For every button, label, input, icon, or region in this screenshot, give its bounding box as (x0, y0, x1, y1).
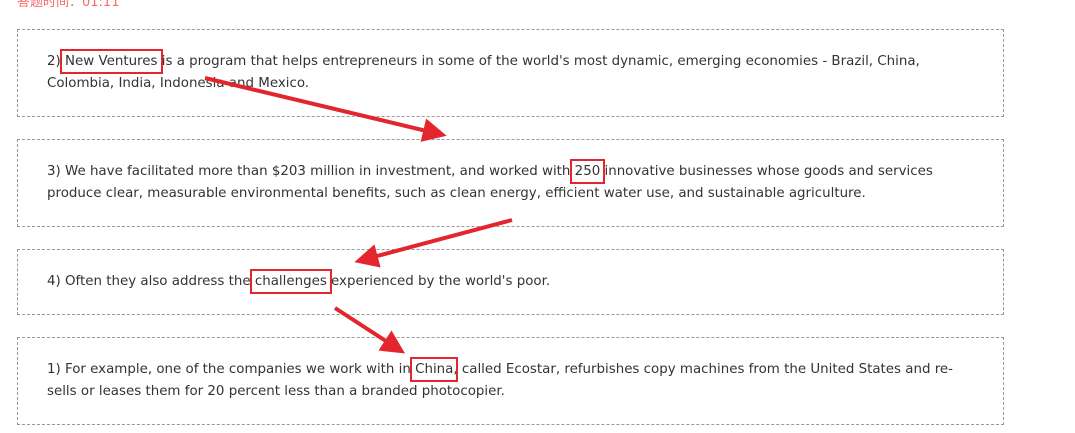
sentence: 3) We have facilitated more than $203 mi… (47, 159, 975, 205)
sentence-text: 1) For example, one of the companies we … (47, 362, 416, 377)
sentence-text: experienced by the world's poor. (326, 274, 551, 289)
sentence: 4) Often they also address the challenge… (47, 269, 551, 294)
sentence-card[interactable]: 3) We have facilitated more than $203 mi… (17, 139, 1004, 227)
sentence-card[interactable]: 1) For example, one of the companies we … (17, 337, 1004, 425)
sentence-text: 4) Often they also address the (47, 274, 255, 289)
sentence-text: 2) (47, 54, 66, 69)
timer: 答题时间：01:11 (17, 0, 120, 10)
highlighted-word: China (410, 357, 459, 382)
sentence-text: , called Ecostar, refurbishes copy machi… (47, 362, 953, 399)
sentence: 2) New Ventures is a program that helps … (47, 49, 975, 95)
sentence-text: innovative businesses whose goods and se… (47, 164, 933, 201)
sentence-text: is a program that helps entrepreneurs in… (47, 54, 920, 91)
sentence-card[interactable]: 4) Often they also address the challenge… (17, 249, 1004, 315)
highlighted-word: 250 (569, 159, 606, 184)
sentence: 1) For example, one of the companies we … (47, 357, 975, 403)
sentence-card[interactable]: 2) New Ventures is a program that helps … (17, 29, 1004, 117)
highlighted-word: New Ventures (59, 49, 163, 74)
highlighted-word: challenges (249, 269, 332, 294)
sentence-text: 3) We have facilitated more than $203 mi… (47, 164, 575, 179)
